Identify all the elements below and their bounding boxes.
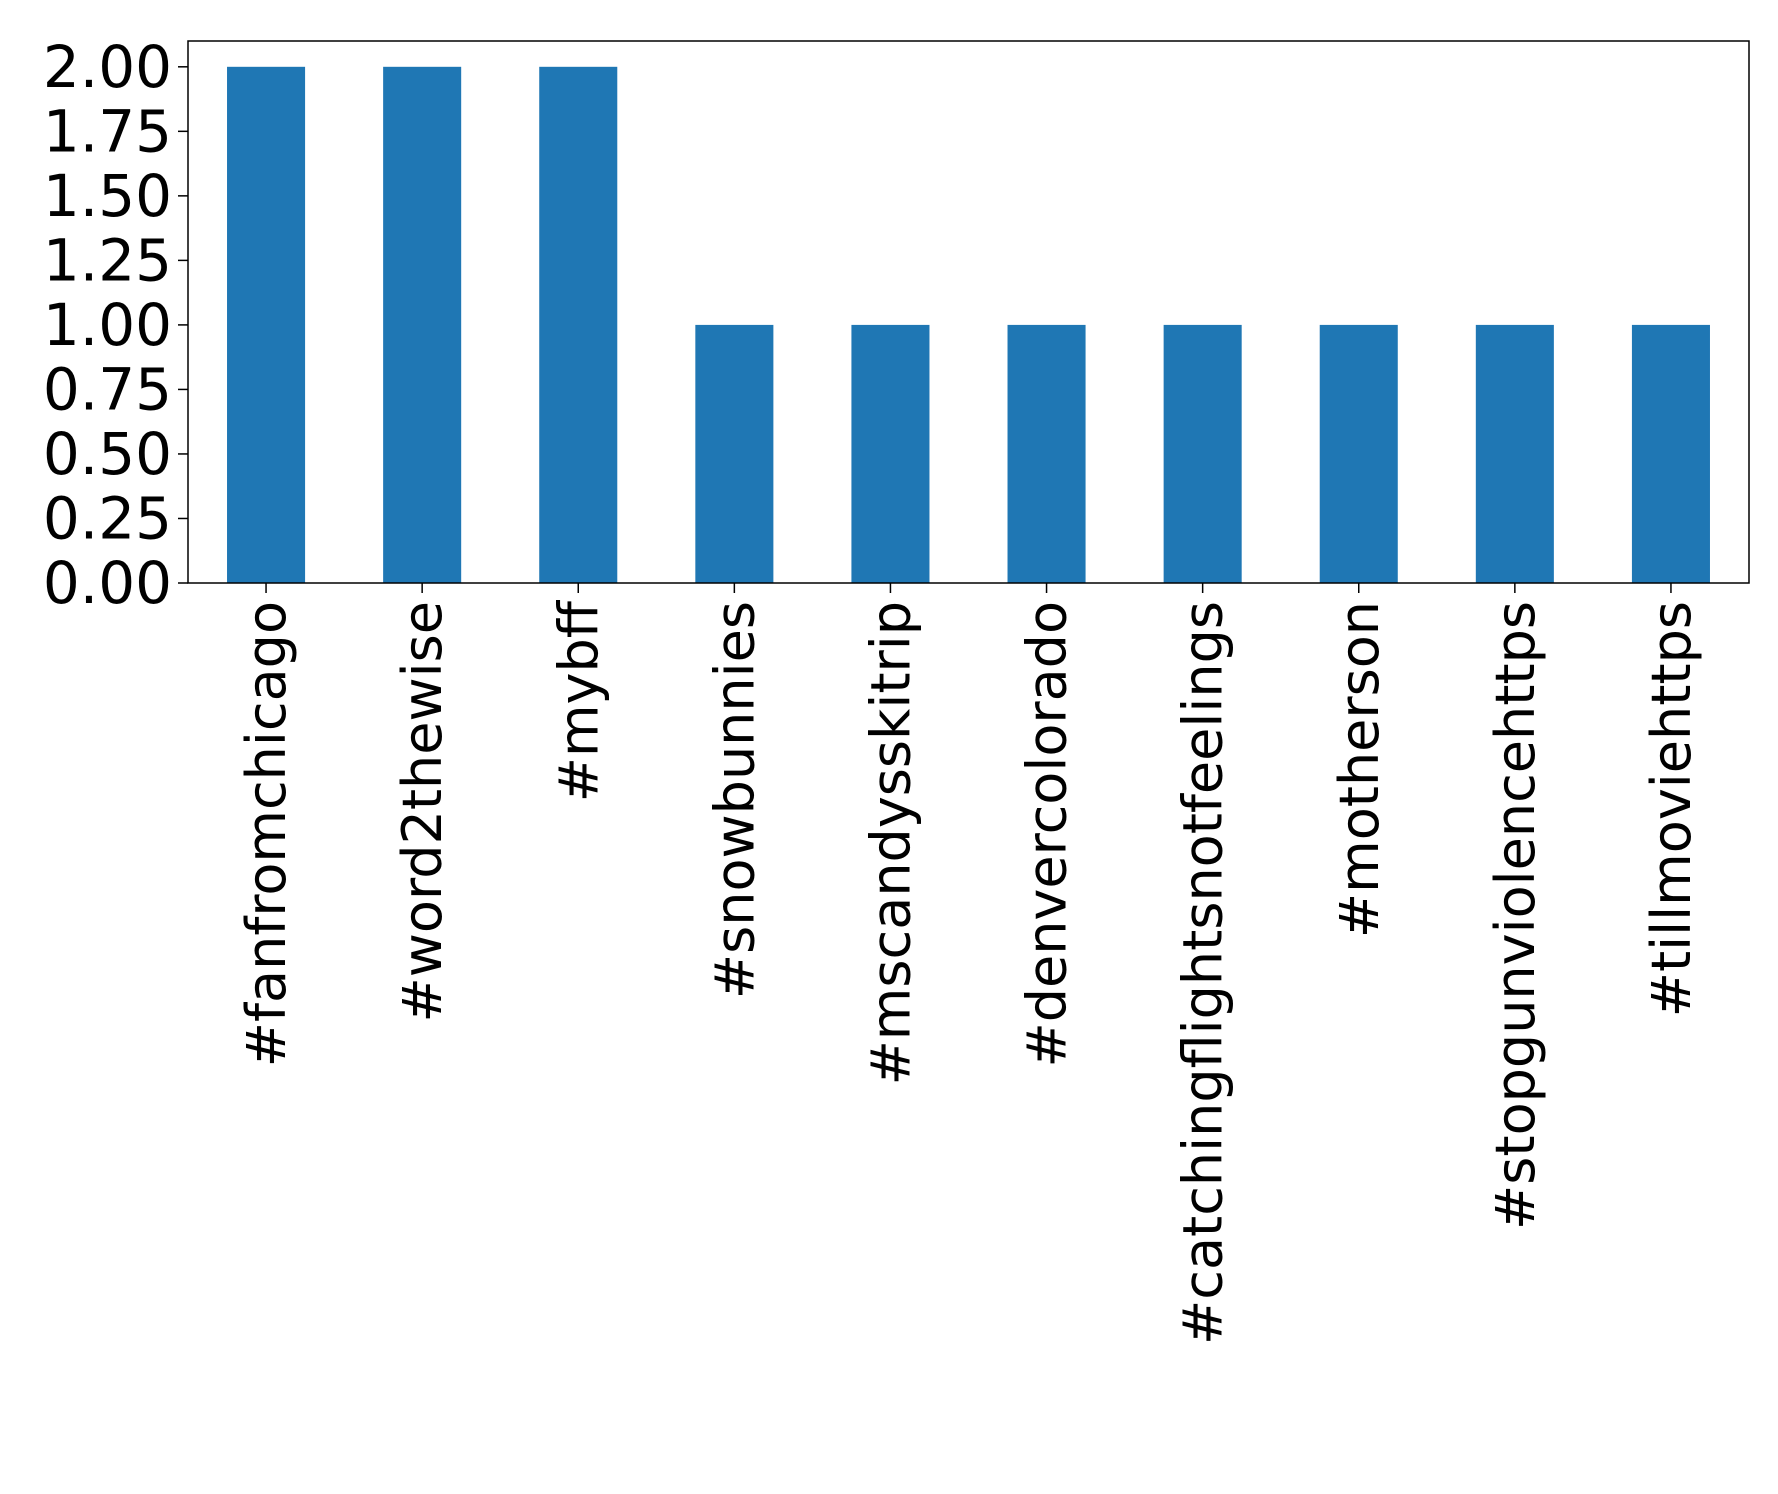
y-tick-label: 0.00 [43, 549, 172, 617]
bar [1007, 324, 1086, 583]
x-tick-label: #fanfromchicago [235, 601, 298, 1067]
plot-frame [187, 40, 1750, 584]
y-tick-label: 0.75 [43, 355, 172, 423]
bar [383, 66, 462, 583]
bar [539, 66, 618, 583]
x-tick-label: #mscandysskitrip [859, 601, 922, 1085]
y-tick-label: 0.50 [43, 420, 172, 488]
y-tick-label: 1.25 [43, 226, 172, 294]
bar [227, 66, 306, 583]
bars-group [227, 66, 1710, 583]
bar [1319, 324, 1398, 583]
x-axis: #fanfromchicago #word2thewise #mybff #snowb… [235, 583, 1703, 1345]
y-tick-label: 1.75 [43, 97, 172, 165]
x-tick-label: #catchingflightsnotfeelings [1172, 601, 1235, 1345]
x-tick-label: #motherson [1328, 601, 1391, 938]
y-tick-label: 1.00 [43, 291, 172, 359]
bar [851, 324, 930, 583]
bar [1631, 324, 1710, 583]
x-tick-label: #mybff [547, 599, 610, 802]
y-axis: 0.000.250.500.751.001.251.501.752.00 [43, 33, 188, 617]
y-tick-label: 0.25 [43, 484, 172, 552]
bar [1163, 324, 1242, 583]
bar [1475, 324, 1554, 583]
y-tick-label: 2.00 [43, 33, 172, 101]
x-tick-label: #stopgunviolencehttps [1484, 601, 1547, 1230]
bar [695, 324, 774, 583]
x-tick-label: #word2thewise [391, 601, 454, 1022]
x-tick-label: #tillmoviehttps [1640, 601, 1703, 1017]
y-tick-label: 1.50 [43, 162, 172, 230]
x-tick-label: #snowbunnies [703, 601, 766, 999]
x-tick-label: #denvercolorado [1016, 601, 1079, 1068]
